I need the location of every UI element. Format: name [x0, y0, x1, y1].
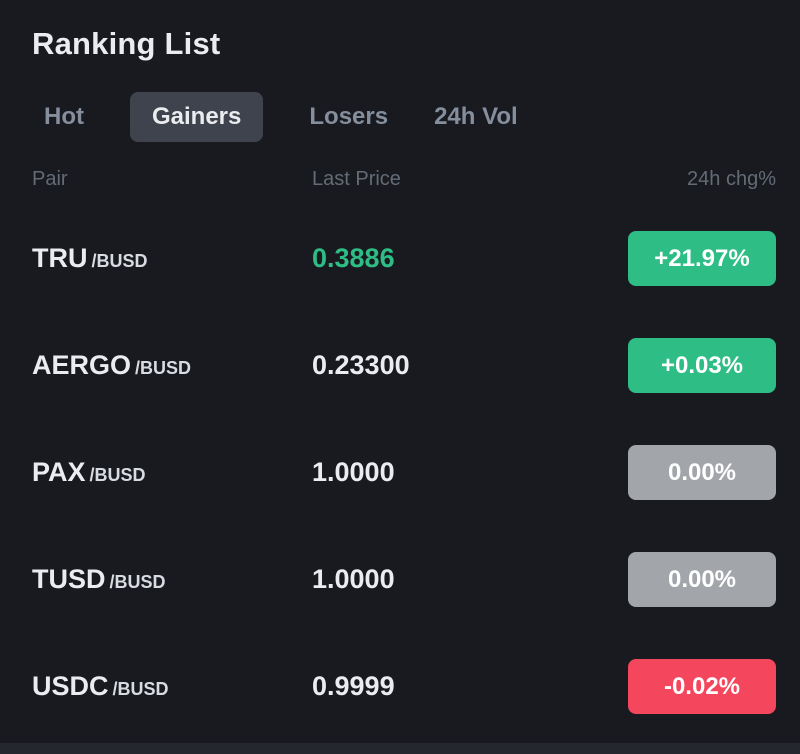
next-section-edge: [0, 743, 800, 754]
change-badge: +21.97%: [628, 231, 776, 286]
table-row[interactable]: USDC/BUSD 0.9999 -0.02%: [32, 633, 776, 740]
table-row[interactable]: AERGO/BUSD 0.23300 +0.03%: [32, 312, 776, 419]
change-badge: 0.00%: [628, 552, 776, 607]
column-header-pair: Pair: [32, 168, 68, 190]
base-asset: USDC: [32, 671, 109, 701]
change-badge: -0.02%: [628, 659, 776, 714]
pair-cell: USDC/BUSD: [32, 671, 312, 702]
column-header-last-price: Last Price: [312, 168, 401, 190]
table-row[interactable]: PAX/BUSD 1.0000 0.00%: [32, 419, 776, 526]
last-price: 0.3886: [312, 243, 395, 273]
base-asset: TRU: [32, 243, 88, 273]
last-price: 0.9999: [312, 671, 395, 701]
table-row[interactable]: TUSD/BUSD 1.0000 0.00%: [32, 526, 776, 633]
base-asset: AERGO: [32, 350, 132, 380]
column-header-24h-chg: 24h chg%: [687, 168, 776, 190]
last-price: 1.0000: [312, 564, 395, 594]
table-row[interactable]: TRU/BUSD 0.3886 +21.97%: [32, 205, 776, 312]
base-asset: PAX: [32, 457, 86, 487]
ranking-tabs: Hot Gainers Losers 24h Vol: [44, 92, 776, 142]
last-price: 1.0000: [312, 457, 395, 487]
ranking-rows: TRU/BUSD 0.3886 +21.97% AERGO/BUSD 0.233…: [32, 205, 776, 740]
change-badge: 0.00%: [628, 445, 776, 500]
pair-cell: AERGO/BUSD: [32, 350, 312, 381]
quote-asset: /BUSD: [112, 679, 169, 699]
pair-cell: TRU/BUSD: [32, 243, 312, 274]
tab-gainers[interactable]: Gainers: [129, 92, 264, 142]
page-title: Ranking List: [32, 26, 221, 61]
tab-hot[interactable]: Hot: [44, 103, 84, 130]
quote-asset: /BUSD: [135, 358, 192, 378]
quote-asset: /BUSD: [91, 251, 148, 271]
quote-asset: /BUSD: [109, 572, 166, 592]
change-badge: +0.03%: [628, 338, 776, 393]
pair-cell: TUSD/BUSD: [32, 564, 312, 595]
table-header: Pair Last Price 24h chg%: [32, 168, 776, 191]
last-price: 0.23300: [312, 350, 410, 380]
pair-cell: PAX/BUSD: [32, 457, 312, 488]
tab-losers[interactable]: Losers: [309, 103, 389, 130]
quote-asset: /BUSD: [89, 465, 146, 485]
base-asset: TUSD: [32, 564, 106, 594]
tab-24h-vol[interactable]: 24h Vol: [434, 103, 518, 130]
